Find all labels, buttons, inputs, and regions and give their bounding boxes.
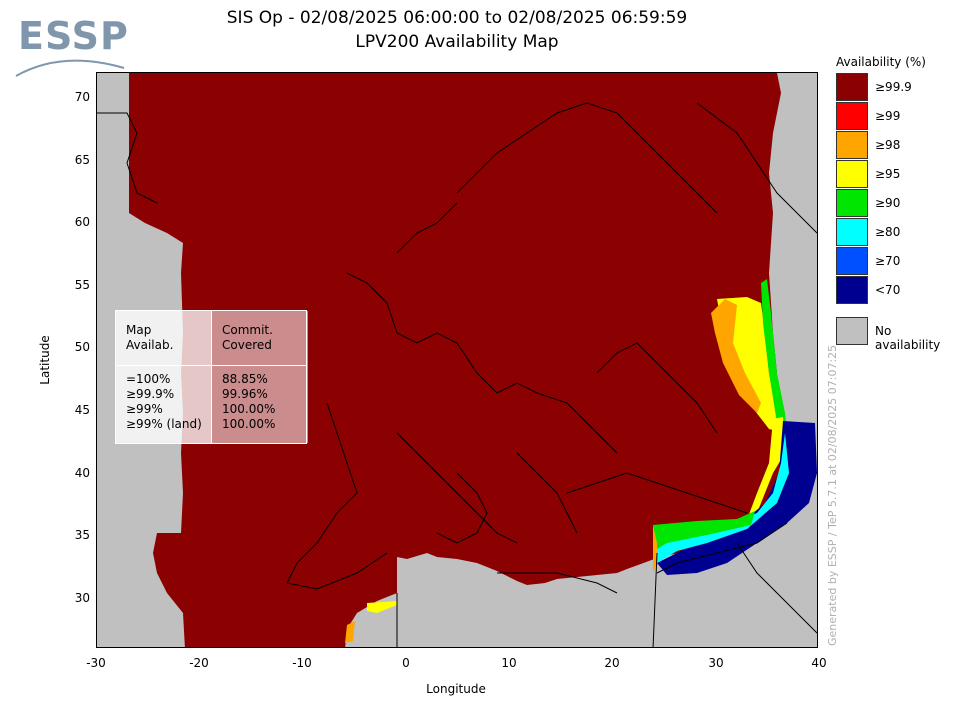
coastlines [97, 102, 817, 647]
generated-credit: Generated by ESSP / TeP 5.7.1 at 02/08/2… [826, 344, 839, 646]
legend-swatch [836, 276, 868, 304]
availability-region-sea-yellow [745, 417, 785, 525]
x-tick-label: -20 [189, 656, 209, 670]
legend-label: ≥70 [875, 254, 901, 268]
stats-row-value: 100.00% [222, 402, 276, 416]
stats-row-value: 100.00% [222, 417, 276, 431]
availability-region-high [129, 73, 787, 647]
legend-swatch [836, 102, 868, 130]
stats-row-value: 99.96% [222, 387, 268, 401]
stats-header-right: Commit. Covered [222, 323, 273, 352]
map-canvas [97, 73, 817, 647]
y-tick-label: 40 [74, 466, 90, 480]
legend-swatch [836, 131, 868, 159]
legend-label: ≥98 [875, 138, 901, 152]
stats-row-label: ≥99% [126, 402, 163, 416]
legend-swatch [836, 218, 868, 246]
map-title: SIS Op - 02/08/2025 06:00:00 to 02/08/20… [226, 8, 688, 28]
legend-label-no-availability: No availability [875, 324, 941, 352]
availability-region-orange-south [653, 525, 657, 573]
x-axis-label: Longitude [426, 682, 486, 696]
legend-title: Availability (%) [836, 55, 926, 69]
x-tick-label: 0 [402, 656, 410, 670]
stats-row-label: ≥99% (land) [126, 417, 202, 431]
y-axis-label: Latitude [38, 335, 52, 385]
availability-region-africa-west-orange [345, 621, 355, 643]
coverage-stats-table: Map Availab. Commit. Covered =100% 88.85… [115, 310, 308, 444]
y-tick-label: 50 [74, 340, 90, 354]
y-tick-label: 70 [74, 90, 90, 104]
stats-header-left: Map Availab. [126, 323, 174, 352]
x-tick-label: -10 [292, 656, 312, 670]
x-tick-label: 20 [604, 656, 620, 670]
legend-label: ≥95 [875, 167, 901, 181]
availability-region-africa-west [367, 601, 397, 613]
y-tick-label: 65 [74, 153, 90, 167]
logo-text: ESSP [18, 14, 129, 58]
y-tick-label: 45 [74, 403, 90, 417]
stats-divider-vertical [211, 311, 212, 443]
x-tick-label: -30 [86, 656, 106, 670]
legend-swatch [836, 247, 868, 275]
y-tick-label: 35 [74, 528, 90, 542]
stats-divider-horizontal [116, 365, 306, 366]
legend-label: ≥90 [875, 196, 901, 210]
availability-region-green [761, 279, 787, 433]
legend-label: ≥99 [875, 109, 901, 123]
stats-row-value: 88.85% [222, 372, 268, 386]
legend-swatch-no-availability [836, 317, 868, 345]
y-tick-label: 55 [74, 278, 90, 292]
availability-region-blue [657, 421, 817, 575]
y-tick-label: 30 [74, 591, 90, 605]
essp-logo: ESSP [12, 10, 132, 80]
logo-swoosh-icon [15, 59, 125, 77]
stats-row-label: ≥99.9% [126, 387, 175, 401]
legend-swatch [836, 189, 868, 217]
y-tick-label: 60 [74, 215, 90, 229]
x-tick-label: 30 [708, 656, 724, 670]
x-tick-label: 40 [811, 656, 827, 670]
legend-label: <70 [875, 283, 901, 297]
legend-label: ≥99.9 [875, 80, 912, 94]
availability-region-green-south [653, 511, 755, 549]
x-tick-label: 10 [501, 656, 517, 670]
stats-row-label: =100% [126, 372, 171, 386]
map-subtitle: LPV200 Availability Map [355, 32, 559, 52]
availability-region-orange [711, 299, 761, 413]
stats-bg-right [212, 311, 308, 443]
legend-swatch [836, 73, 868, 101]
stats-bg-left [116, 311, 212, 443]
legend-label: ≥80 [875, 225, 901, 239]
legend-swatch [836, 160, 868, 188]
